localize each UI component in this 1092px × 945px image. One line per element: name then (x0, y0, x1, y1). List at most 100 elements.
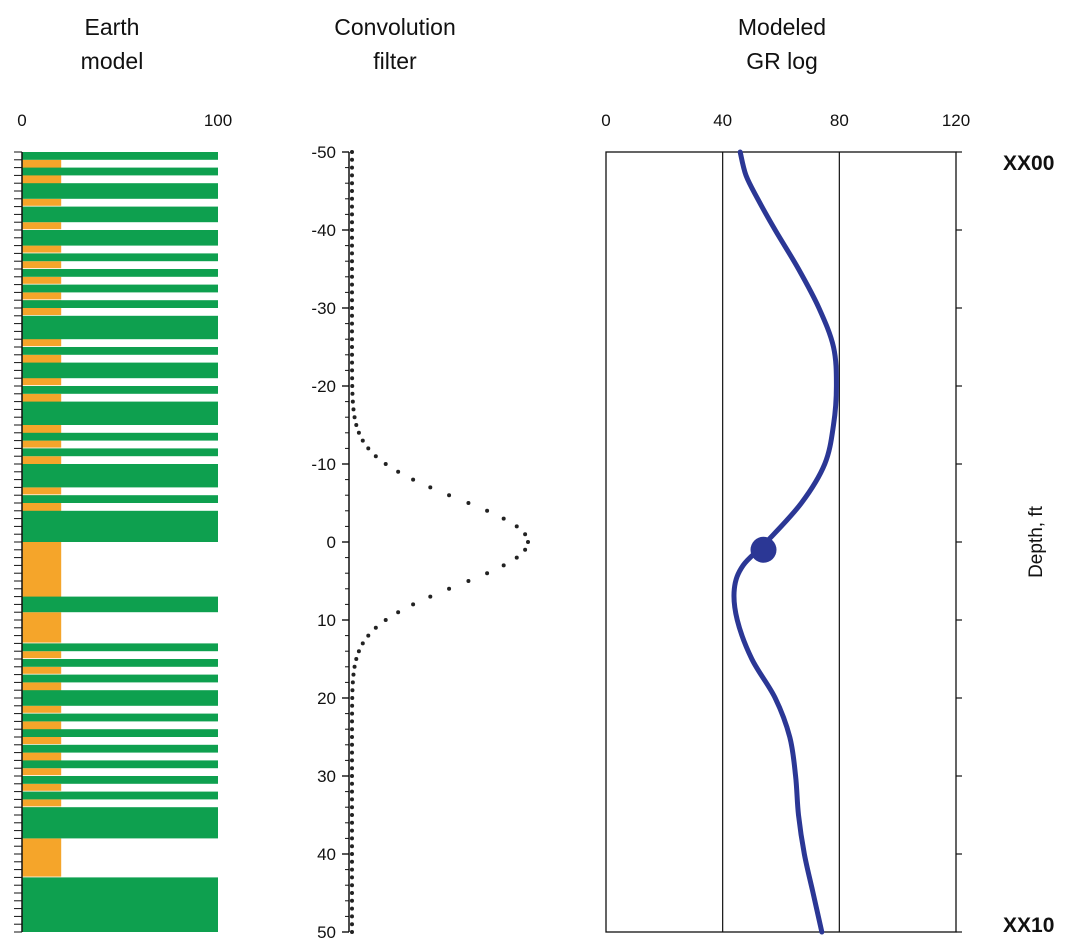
sand-band-5 (22, 253, 218, 262)
filter-point (350, 220, 354, 225)
shale-band-46 (22, 799, 62, 807)
filter-point (428, 594, 433, 599)
sand-band-3 (22, 206, 218, 223)
filter-point (350, 298, 355, 303)
sand-band-23 (22, 690, 218, 706)
convolution-filter-panel: Convolution filter -50 -40 -30 -20 -10 0 10 20 3… (311, 14, 530, 942)
gr-xtick-label-2: 80 (830, 111, 849, 130)
sand-band-28 (22, 776, 218, 784)
filter-point (350, 345, 355, 349)
filter-point (350, 805, 354, 810)
modeled-gr-gridlines (722, 152, 840, 932)
filter-point (396, 469, 401, 474)
filter-point (466, 501, 471, 505)
filter-point (523, 532, 528, 537)
filter-point (350, 313, 355, 318)
shale-band-5 (22, 222, 62, 230)
filter-point (350, 922, 354, 927)
sand-band-8 (22, 300, 218, 308)
sand-band-9 (22, 315, 218, 340)
convolution-filter-points (350, 150, 530, 934)
filter-point (352, 415, 357, 420)
filter-point (428, 485, 433, 490)
filter-point (351, 407, 356, 412)
shale-band-9 (22, 261, 62, 269)
filter-point (485, 508, 490, 513)
sand-band-22 (22, 674, 218, 683)
earth-model-xtick-100: 100 (204, 111, 232, 130)
filter-point (411, 477, 416, 482)
filter-point (396, 610, 401, 615)
sand-band-17 (22, 495, 218, 503)
filter-point (350, 157, 354, 162)
filter-point (350, 368, 355, 373)
modeled-gr-panel: Modeled GR log 0 40 80 120 XX00 XX10 Depth,… (601, 14, 1054, 937)
filter-point (350, 883, 354, 888)
filter-point (350, 813, 354, 817)
shale-band-13 (22, 292, 62, 300)
filter-point (350, 352, 355, 357)
convolution-filter-title-line-2: filter (373, 48, 417, 74)
filter-point (350, 758, 355, 763)
filter-point (350, 859, 354, 864)
filter-point (360, 438, 365, 443)
shale-band-33 (22, 666, 62, 674)
filter-point (350, 267, 354, 271)
sand-band-29 (22, 791, 218, 800)
filter-point (350, 703, 355, 708)
filter-point (350, 898, 354, 903)
filter-ytick-label-9: 40 (317, 845, 336, 864)
filter-point (373, 454, 378, 459)
earth-model-sand-bands (22, 152, 218, 932)
sand-band-4 (22, 230, 218, 246)
earth-model-minor-ticks (14, 151, 22, 933)
filter-point (350, 696, 355, 700)
sand-band-16 (22, 464, 218, 488)
sand-band-1 (22, 167, 218, 176)
filter-point (356, 649, 361, 654)
filter-point (366, 446, 371, 451)
gr-xtick-label-0: 0 (601, 111, 610, 130)
filter-point (350, 181, 354, 186)
filter-point (350, 228, 354, 232)
filter-point (350, 711, 355, 716)
filter-point (350, 797, 354, 802)
filter-point (350, 820, 354, 825)
filter-point (350, 844, 354, 849)
shale-band-25 (22, 487, 62, 495)
filter-point (350, 867, 354, 872)
earth-model-title-line-2: model (81, 48, 144, 74)
shale-band-22 (22, 440, 62, 448)
shale-band-15 (22, 308, 62, 315)
filter-point (350, 329, 355, 334)
top-depth-label: XX00 (1003, 152, 1054, 175)
filter-point (350, 399, 355, 404)
sand-band-25 (22, 729, 218, 737)
filter-point (350, 251, 354, 256)
filter-point (350, 719, 355, 724)
sand-band-14 (22, 432, 218, 441)
filter-point (354, 657, 359, 661)
filter-point (350, 727, 355, 732)
filter-point (350, 306, 355, 310)
filter-point (366, 633, 371, 638)
filter-point (514, 555, 519, 560)
modeled-gr-depth-ticks (956, 151, 962, 933)
filter-point (350, 321, 355, 326)
sand-band-7 (22, 284, 218, 293)
filter-point (360, 641, 365, 646)
filter-point (350, 680, 355, 685)
modeled-gr-title-line-1: Modeled (738, 14, 826, 40)
filter-point (350, 173, 354, 178)
filter-point (350, 891, 354, 895)
filter-point (351, 672, 356, 677)
filter-point (350, 243, 354, 248)
shale-band-36 (22, 705, 62, 713)
sand-band-10 (22, 347, 218, 355)
filter-point (383, 618, 388, 622)
modeled-gr-title-line-2: GR log (746, 48, 818, 74)
filter-ytick-label-6: 10 (317, 611, 336, 630)
filter-ytick-label-4: -10 (311, 455, 336, 474)
sand-band-30 (22, 807, 218, 839)
